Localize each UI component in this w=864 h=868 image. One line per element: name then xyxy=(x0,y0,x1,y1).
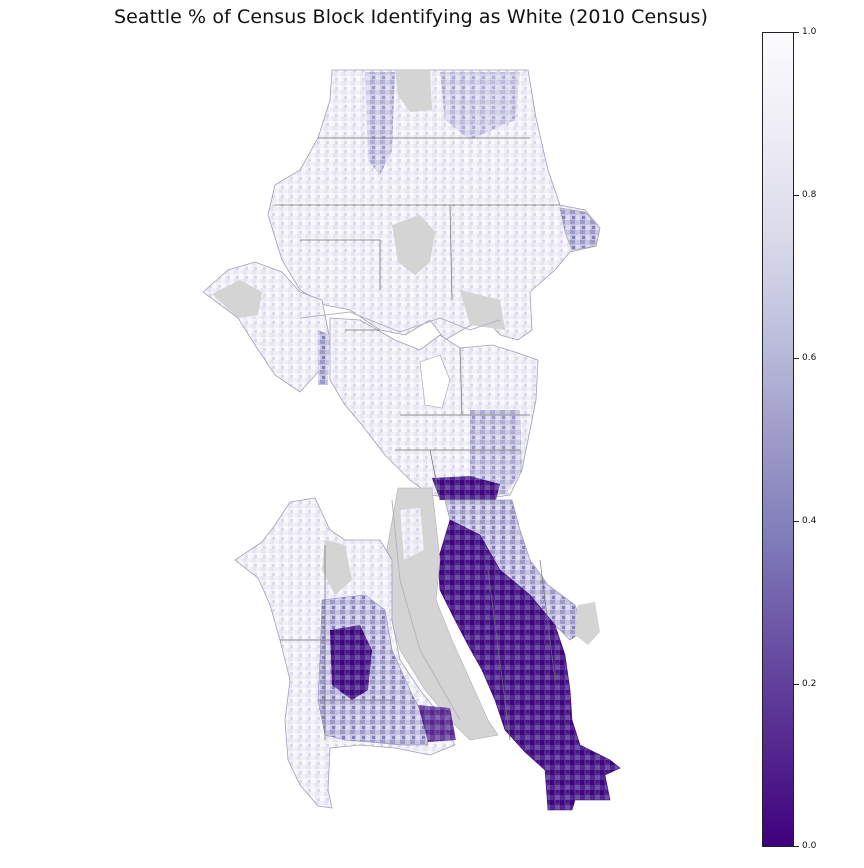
region-lake-union xyxy=(419,354,451,409)
region-northeast-lakeshore xyxy=(559,207,601,251)
park-discovery xyxy=(212,280,262,318)
colorbar-label-0-8: 0.8 xyxy=(802,190,817,200)
colorbar-tick-1-0 xyxy=(794,32,799,33)
colorbar-tick-0-0 xyxy=(794,846,799,847)
park-green-lake xyxy=(392,215,435,275)
colorbar xyxy=(762,32,794,847)
map-title: Seattle % of Census Block Identifying as… xyxy=(113,6,709,28)
waterways xyxy=(299,311,501,721)
colorbar-label-0-2: 0.2 xyxy=(802,679,817,689)
region-delridge-dark xyxy=(330,625,372,700)
park-ravenna xyxy=(460,290,505,330)
region-georgetown-blocks xyxy=(400,508,424,560)
region-international-district xyxy=(432,476,500,500)
colorbar-label-0-6: 0.6 xyxy=(802,353,817,363)
colorbar-tick-0-2 xyxy=(794,684,799,685)
region-highpoint-dark xyxy=(418,705,456,742)
region-north-strip-mid xyxy=(365,72,395,175)
seattle-choropleth-map xyxy=(202,69,621,811)
colorbar-label-1-0: 1.0 xyxy=(802,27,817,37)
park-seward xyxy=(575,602,600,645)
region-interbay-mid xyxy=(318,330,330,385)
colorbar-tick-0-6 xyxy=(794,358,799,359)
neighborhood-boundaries xyxy=(275,137,560,741)
colorbar-label-0-4: 0.4 xyxy=(802,516,817,526)
park-lincoln xyxy=(322,540,352,595)
colorbar-label-0-0: 0.0 xyxy=(802,841,817,851)
colorbar-tick-0-4 xyxy=(794,521,799,522)
map-area xyxy=(202,69,621,811)
region-northcentral-mid xyxy=(440,72,520,140)
region-capitol-hill-mid xyxy=(470,410,522,495)
region-rainier-valley xyxy=(437,519,621,811)
park-north xyxy=(395,70,432,112)
colorbar-tick-0-8 xyxy=(794,195,799,196)
